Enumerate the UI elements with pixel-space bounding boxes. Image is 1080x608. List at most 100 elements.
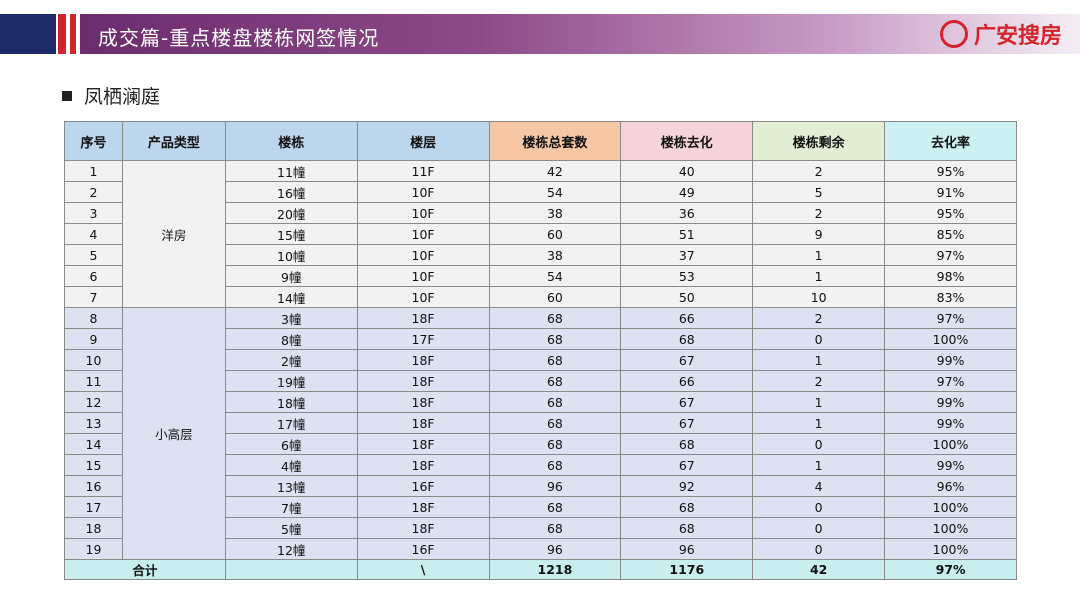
rate-cell: 85% [884,223,1017,245]
rate-cell: 100% [884,517,1017,539]
seq-cell: 11 [64,370,123,392]
total-units-cell: 38 [488,202,622,224]
building-cell: 19幢 [224,370,358,392]
floor-cell: 18F [356,349,490,371]
total-units-cell: 54 [488,265,622,287]
sold-cell: 68 [620,433,754,455]
floor-cell: 18F [356,517,490,539]
seq-cell: 5 [64,244,123,266]
sold-cell: 66 [620,370,754,392]
floor-cell: 17F [356,328,490,350]
column-header: 产品类型 [121,121,226,161]
total-building-cell [224,559,358,580]
building-cell: 2幢 [224,349,358,371]
seq-cell: 8 [64,307,123,329]
column-header: 楼层 [356,121,490,161]
floor-cell: 18F [356,496,490,518]
title-banner [80,14,1080,54]
sold-cell: 40 [620,160,754,182]
total-rate-cell: 97% [884,559,1017,580]
total-sold-cell: 1176 [620,559,754,580]
seq-cell: 2 [64,181,123,203]
seq-cell: 16 [64,475,123,497]
floor-cell: 10F [356,223,490,245]
remaining-cell: 2 [752,307,886,329]
rate-cell: 99% [884,454,1017,476]
seq-cell: 17 [64,496,123,518]
total-floor-cell: \ [356,559,490,580]
remaining-cell: 5 [752,181,886,203]
total-units-cell: 68 [488,412,622,434]
title-bar: 成交篇-重点楼盘楼栋网签情况 广安搜房 [0,14,1080,60]
building-cell: 15幢 [224,223,358,245]
rate-cell: 97% [884,244,1017,266]
floor-cell: 18F [356,433,490,455]
seq-cell: 19 [64,538,123,560]
section-heading: 凤栖澜庭 [62,82,160,109]
floor-cell: 18F [356,307,490,329]
table-row: 12 18幢 18F 68 67 1 99% [64,391,1017,413]
remaining-cell: 9 [752,223,886,245]
building-cell: 17幢 [224,412,358,434]
table-row: 2 16幢 10F 54 49 5 91% [64,181,1017,203]
table-body: 1 洋房 11幢 11F 42 40 2 95% 2 16幢 10F 54 49 5 91% 3 20幢 10F 3… [64,160,1017,580]
page-title: 成交篇-重点楼盘楼栋网签情况 [98,26,380,50]
remaining-cell: 2 [752,160,886,182]
seq-cell: 15 [64,454,123,476]
rate-cell: 95% [884,202,1017,224]
accent-stripe [70,14,76,54]
total-units-cell: 68 [488,496,622,518]
remaining-cell: 1 [752,391,886,413]
total-units-cell: 68 [488,433,622,455]
seq-cell: 6 [64,265,123,287]
total-units-cell: 68 [488,370,622,392]
seq-cell: 4 [64,223,123,245]
sold-cell: 53 [620,265,754,287]
seq-cell: 3 [64,202,123,224]
total-units-cell: 68 [488,391,622,413]
remaining-cell: 0 [752,517,886,539]
table-row: 8 小高层 3幢 18F 68 66 2 97% [64,307,1017,560]
column-header: 序号 [64,121,123,161]
sold-cell: 36 [620,202,754,224]
product-type-cell: 小高层 [121,307,226,560]
floor-cell: 16F [356,475,490,497]
remaining-cell: 2 [752,370,886,392]
table-row: 13 17幢 18F 68 67 1 99% [64,412,1017,434]
sold-cell: 67 [620,454,754,476]
building-cell: 3幢 [224,307,358,329]
seq-cell: 12 [64,391,123,413]
remaining-cell: 2 [752,202,886,224]
sold-cell: 51 [620,223,754,245]
building-sales-table: 序号 产品类型 楼栋 楼层 楼栋总套数 楼栋去化 楼栋剩余 去化率 1 洋房 11幢… [64,121,1017,580]
rate-cell: 100% [884,433,1017,455]
accent-block [0,14,56,54]
building-cell: 18幢 [224,391,358,413]
sold-cell: 67 [620,412,754,434]
column-header: 楼栋总套数 [488,121,622,161]
total-row: 合计 \ 1218 1176 42 97% [64,559,1017,580]
sold-cell: 49 [620,181,754,203]
column-header: 楼栋去化 [620,121,754,161]
remaining-cell: 0 [752,433,886,455]
sold-cell: 66 [620,307,754,329]
table-row: 10 2幢 18F 68 67 1 99% [64,349,1017,371]
total-units-cell: 68 [488,349,622,371]
seq-cell: 1 [64,160,123,182]
building-cell: 16幢 [224,181,358,203]
remaining-cell: 0 [752,538,886,560]
remaining-cell: 1 [752,244,886,266]
floor-cell: 11F [356,160,490,182]
remaining-cell: 0 [752,496,886,518]
total-units-cell: 96 [488,475,622,497]
total-units-cell: 38 [488,244,622,266]
building-cell: 8幢 [224,328,358,350]
rate-cell: 83% [884,286,1017,308]
seq-cell: 10 [64,349,123,371]
sold-cell: 68 [620,328,754,350]
total-units-cell: 68 [488,328,622,350]
sold-cell: 68 [620,517,754,539]
remaining-cell: 1 [752,349,886,371]
building-cell: 9幢 [224,265,358,287]
product-type-cell: 洋房 [121,160,226,308]
